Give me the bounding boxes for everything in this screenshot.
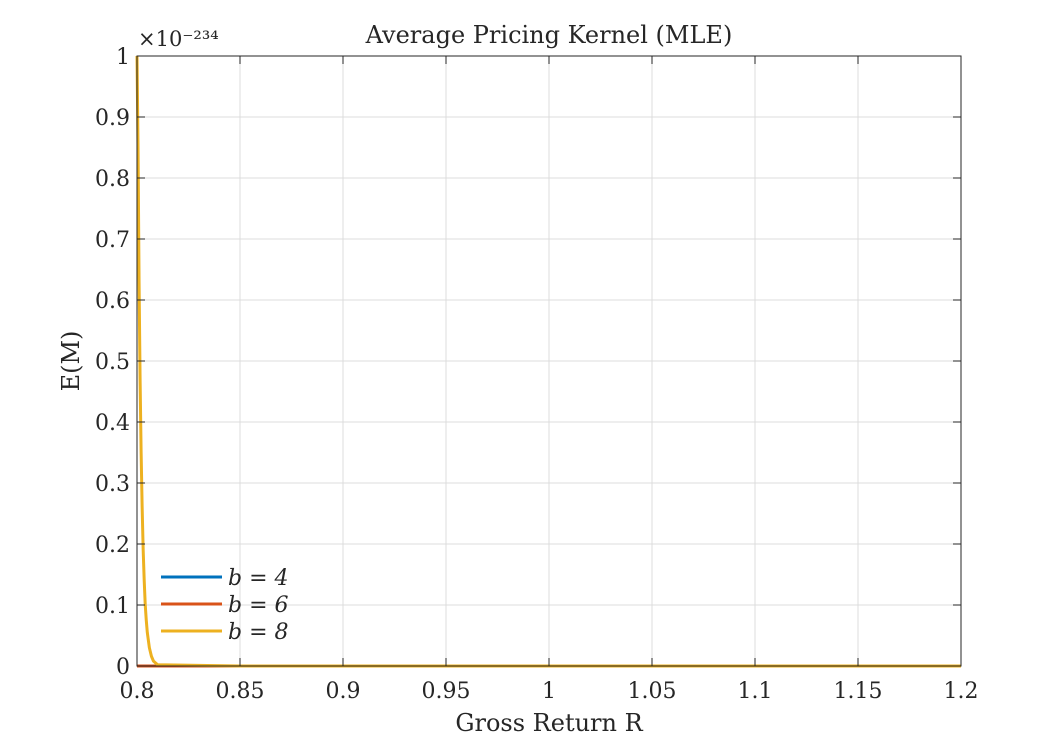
y-axis-label: E(M) xyxy=(57,331,85,392)
grid xyxy=(136,55,962,667)
x-tick-label: 0.85 xyxy=(216,679,265,704)
x-tick-label: 1.15 xyxy=(834,679,883,704)
legend-label: b = 8 xyxy=(228,620,289,645)
x-tick-label: 0.95 xyxy=(422,679,471,704)
x-tick-label: 1.2 xyxy=(944,679,979,704)
y-tick-label: 0.5 xyxy=(95,350,130,375)
legend-label: b = 4 xyxy=(228,566,289,591)
legend-label: b = 6 xyxy=(228,593,289,618)
y-tick-label: 0.7 xyxy=(95,228,130,253)
x-tick-label: 1.1 xyxy=(738,679,773,704)
chart-title: Average Pricing Kernel (MLE) xyxy=(365,21,733,49)
y-tick-label: 0.2 xyxy=(95,533,130,558)
x-tick-label: 0.9 xyxy=(326,679,361,704)
y-tick-label: 0.9 xyxy=(95,106,130,131)
legend: b = 4b = 6b = 8 xyxy=(161,566,289,645)
y-tick-label: 0.8 xyxy=(95,167,130,192)
y-tick-label: 0.4 xyxy=(95,411,130,436)
x-tick-label: 0.8 xyxy=(120,679,155,704)
x-axis-label: Gross Return R xyxy=(455,709,643,737)
y-tick-label: 0 xyxy=(116,655,130,680)
y-tick-label: 1 xyxy=(116,45,130,70)
y-tick-labels: 0 0.1 0.2 0.3 0.4 0.5 0.6 0.7 0.8 0.9 1 xyxy=(95,45,130,680)
y-axis-exponent: ×10⁻²³⁴ xyxy=(138,27,219,51)
tick-marks xyxy=(136,55,962,667)
y-tick-label: 0.6 xyxy=(95,289,130,314)
x-tick-labels: 0.8 0.85 0.9 0.95 1 1.05 1.1 1.15 1.2 xyxy=(120,679,979,704)
y-tick-label: 0.1 xyxy=(95,594,130,619)
y-tick-label: 0.3 xyxy=(95,472,130,497)
x-tick-label: 1 xyxy=(542,679,556,704)
x-tick-label: 1.05 xyxy=(628,679,677,704)
